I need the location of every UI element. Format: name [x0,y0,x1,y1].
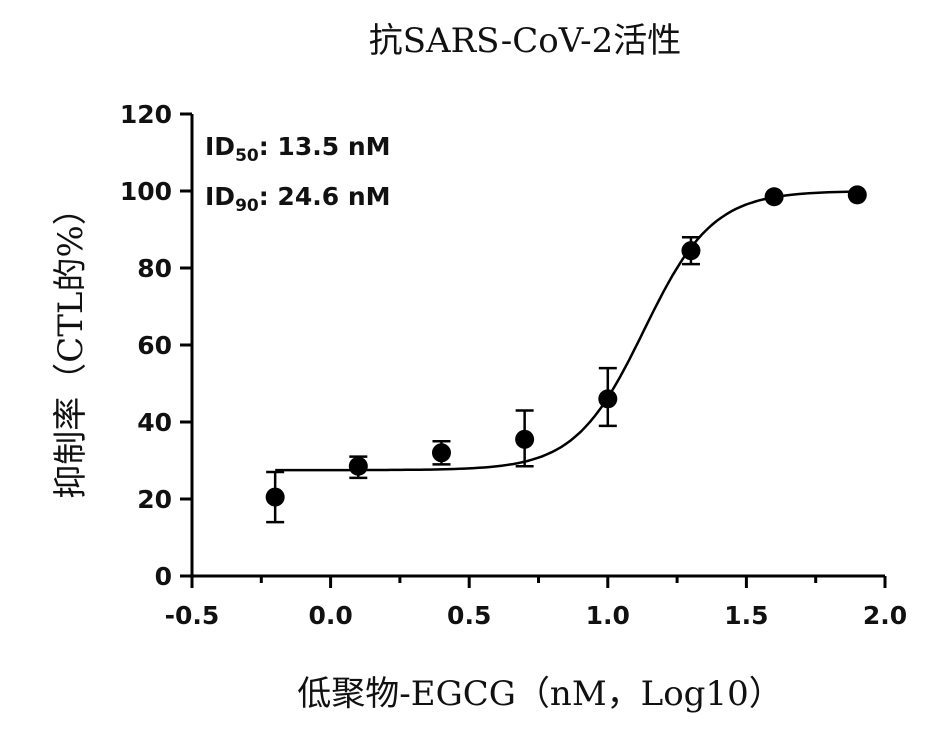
annotation-id90: ID90: 24.6 nM [205,182,391,216]
y-tick-label: 0 [155,562,172,591]
data-point [431,443,451,463]
y-axis-title: 抑制率（CTL的%） [51,191,91,499]
annotation-id90-sub: 90 [235,196,259,216]
x-ticks: -0.5 0.0 0.5 1.0 1.5 2.0 [165,576,907,630]
x-tick-label: 0.0 [308,601,352,630]
data-point [681,241,701,261]
y-tick-label: 40 [137,408,172,437]
x-axis-title: 低聚物-EGCG（nM，Log10） [297,674,782,714]
data-point [515,429,535,449]
annotation-id90-prefix: ID [205,182,235,211]
data-point [348,456,368,476]
data-point [847,185,867,205]
data-points [265,185,867,507]
chart-title: 抗SARS-CoV-2活性 [369,21,682,61]
x-tick-label: 2.0 [863,601,907,630]
annotation-id50-sub: 50 [235,146,259,166]
annotations: ID50: 13.5 nM ID90: 24.6 nM [205,132,391,216]
y-tick-label: 120 [120,100,172,129]
y-tick-label: 100 [120,177,172,206]
annotation-id90-value: : 24.6 nM [259,182,391,211]
x-tick-label: 1.5 [724,601,768,630]
y-tick-label: 80 [137,254,172,283]
x-tick-label: -0.5 [165,601,220,630]
x-tick-label: 1.0 [586,601,630,630]
y-tick-label: 20 [137,485,172,514]
data-point [764,187,784,207]
annotation-id50-prefix: ID [205,132,235,161]
x-tick-label: 0.5 [447,601,491,630]
fit-curve [275,190,858,472]
data-point [598,389,618,409]
data-point [265,487,285,507]
annotation-id50-value: : 13.5 nM [259,132,391,161]
y-ticks: 0 20 40 60 80 100 120 [120,100,192,591]
annotation-id50: ID50: 13.5 nM [205,132,391,166]
y-tick-label: 60 [137,331,172,360]
